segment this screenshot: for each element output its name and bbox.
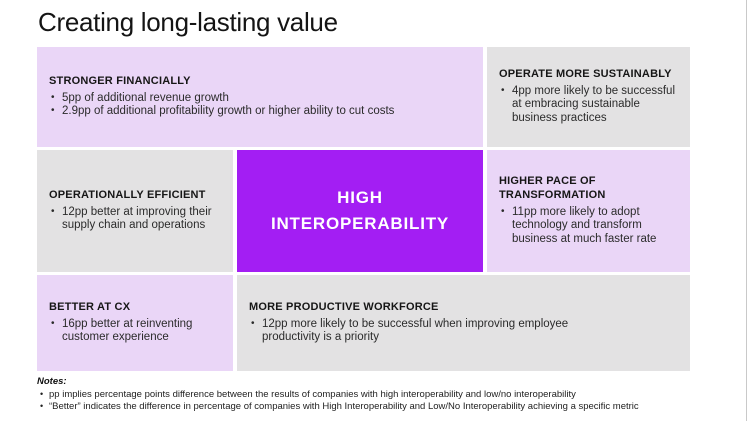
bullet-list: 12pp better at improving their supply ch… xyxy=(49,206,221,234)
box-higher-pace-of-transformation: HIGHER PACE OF TRANSFORMATION 11pp more … xyxy=(487,150,690,272)
page-title: Creating long-lasting value xyxy=(38,7,338,37)
box-heading: OPERATIONALLY EFFICIENT xyxy=(49,188,206,201)
bullet-item: 12pp more likely to be successful when i… xyxy=(249,318,621,346)
box-high-interoperability: HIGH INTEROPERABILITY xyxy=(237,150,483,272)
bullet-item: 11pp more likely to adopt technology and… xyxy=(499,206,678,247)
box-heading: BETTER AT CX xyxy=(49,300,131,313)
bullet-list: 11pp more likely to adopt technology and… xyxy=(499,206,678,247)
center-label-line1: HIGH xyxy=(337,187,383,207)
notes-list: pp implies percentage points difference … xyxy=(37,389,737,414)
bullet-item: 2.9pp of additional profitability growth… xyxy=(49,105,471,119)
notes-label: Notes: xyxy=(37,376,67,387)
box-operationally-efficient: OPERATIONALLY EFFICIENT 12pp better at i… xyxy=(37,150,233,272)
box-heading: MORE PRODUCTIVE WORKFORCE xyxy=(249,300,439,313)
bullet-list: 5pp of additional revenue growth 2.9pp o… xyxy=(49,92,471,120)
benefits-grid: STRONGER FINANCIALLY 5pp of additional r… xyxy=(37,47,690,371)
bullet-list: 12pp more likely to be successful when i… xyxy=(249,318,678,346)
box-better-at-cx: BETTER AT CX 16pp better at reinventing … xyxy=(37,275,233,371)
box-operate-more-sustainably: OPERATE MORE SUSTAINABLY 4pp more likely… xyxy=(487,47,690,147)
bullet-item: 5pp of additional revenue growth xyxy=(49,92,471,106)
box-heading: HIGHER PACE OF TRANSFORMATION xyxy=(499,175,606,201)
bullet-list: 16pp better at reinventing customer expe… xyxy=(49,318,221,346)
bullet-item: 4pp more likely to be successful at embr… xyxy=(499,85,678,126)
note-item: “Better” indicates the difference in per… xyxy=(37,401,737,414)
notes-section: Notes: pp implies percentage points diff… xyxy=(37,376,737,414)
center-label-line2: INTEROPERABILITY xyxy=(270,214,450,233)
box-more-productive-workforce: MORE PRODUCTIVE WORKFORCE 12pp more like… xyxy=(237,275,690,371)
slide-right-edge-divider xyxy=(746,0,747,421)
bullet-item: 16pp better at reinventing customer expe… xyxy=(49,318,221,346)
bullet-list: 4pp more likely to be successful at embr… xyxy=(499,85,678,126)
box-heading: STRONGER FINANCIALLY xyxy=(49,74,191,87)
bullet-item: 12pp better at improving their supply ch… xyxy=(49,206,221,234)
box-heading: OPERATE MORE SUSTAINABLY xyxy=(499,67,672,80)
note-item: pp implies percentage points difference … xyxy=(37,389,737,402)
box-stronger-financially: STRONGER FINANCIALLY 5pp of additional r… xyxy=(37,47,483,147)
